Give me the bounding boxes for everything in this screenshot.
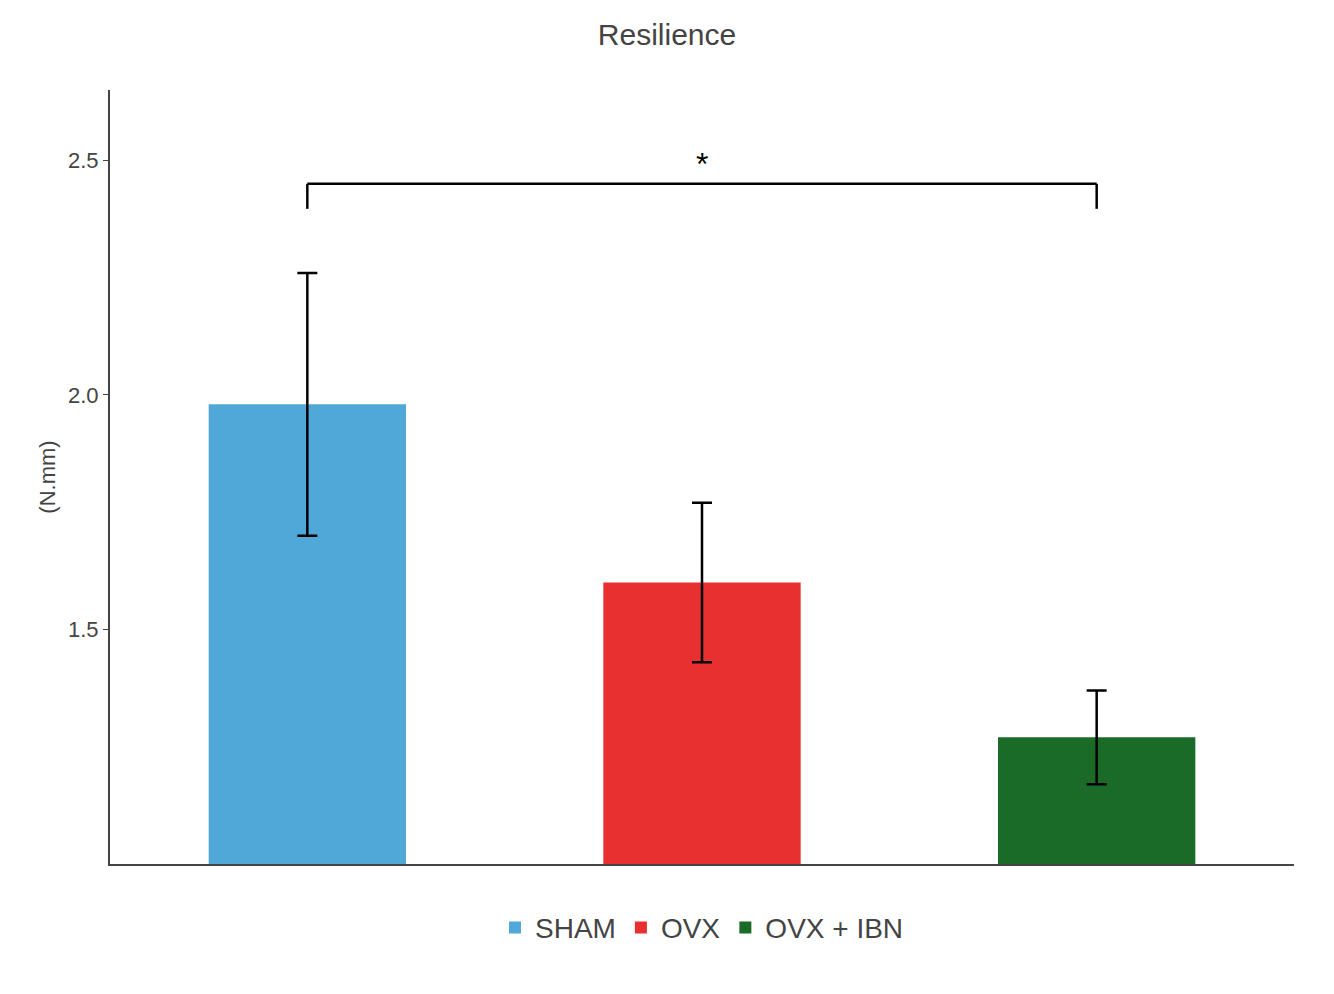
svg-text:SHAM: SHAM bbox=[535, 913, 616, 944]
svg-text:OVX: OVX bbox=[661, 913, 720, 944]
svg-text:*: * bbox=[696, 146, 708, 182]
svg-text:2.0: 2.0 bbox=[68, 383, 99, 408]
svg-text:2.5: 2.5 bbox=[68, 148, 99, 173]
svg-text:(N.mm): (N.mm) bbox=[35, 440, 60, 513]
svg-text:Resilience: Resilience bbox=[598, 18, 736, 51]
svg-text:1.5: 1.5 bbox=[68, 617, 99, 642]
svg-text:OVX + IBN: OVX + IBN bbox=[765, 913, 903, 944]
